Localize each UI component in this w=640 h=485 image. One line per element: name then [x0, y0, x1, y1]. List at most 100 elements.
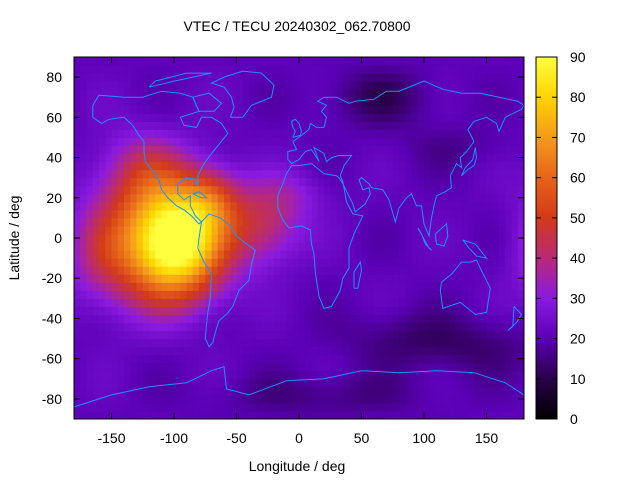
heatmap-cell: [242, 258, 250, 267]
heatmap-cell: [199, 314, 206, 324]
heatmap-cell: [174, 137, 181, 147]
heatmap-cell: [105, 266, 113, 275]
y-tick-label: -40: [42, 310, 62, 326]
heatmap-cell: [442, 330, 450, 340]
heatmap-cell: [74, 177, 81, 187]
heatmap-cell: [236, 370, 244, 380]
heatmap-cell: [355, 89, 363, 98]
heatmap-cell: [330, 73, 338, 82]
heatmap-cell: [149, 201, 156, 211]
heatmap-cell: [136, 298, 144, 307]
heatmap-cell: [117, 129, 125, 139]
heatmap-cell: [292, 129, 300, 139]
heatmap-cell: [392, 217, 400, 227]
heatmap-cell: [317, 201, 325, 211]
heatmap-cell: [461, 250, 469, 259]
heatmap-cell: [230, 298, 238, 307]
heatmap-cell: [461, 338, 469, 348]
heatmap-cell: [80, 201, 88, 211]
heatmap-cell: [467, 209, 475, 219]
heatmap-cell: [167, 250, 175, 259]
heatmap-cell: [480, 153, 488, 163]
heatmap-cell: [136, 225, 144, 235]
coastline-australia: [439, 259, 491, 315]
heatmap-cell: [486, 89, 494, 98]
heatmap-cell: [417, 330, 425, 340]
heatmap-cell: [224, 217, 231, 227]
heatmap-cell: [392, 145, 400, 155]
heatmap-cell: [255, 250, 263, 259]
heatmap-cell: [336, 177, 344, 187]
heatmap-cell: [292, 113, 300, 122]
heatmap-cell: [280, 394, 288, 404]
heatmap-cell: [186, 242, 194, 251]
heatmap-cell: [249, 225, 256, 235]
coastline-japan: [461, 147, 478, 177]
heatmap-cell: [186, 161, 194, 171]
heatmap-cell: [349, 314, 356, 324]
heatmap-cell: [167, 217, 175, 227]
heatmap-cell: [111, 97, 119, 106]
heatmap-cell: [111, 274, 119, 283]
heatmap-cell: [355, 105, 363, 114]
heatmap-cell: [499, 410, 506, 419]
heatmap-cell: [305, 354, 313, 364]
heatmap-cell: [111, 73, 119, 82]
heatmap-cell: [111, 298, 119, 307]
heatmap-cell: [374, 282, 381, 291]
heatmap-cell: [405, 89, 413, 98]
heatmap-cell: [261, 121, 269, 130]
heatmap-cell: [355, 258, 363, 267]
heatmap-cell: [330, 378, 338, 388]
heatmap-cell: [74, 169, 81, 179]
heatmap-cell: [286, 169, 294, 179]
heatmap-cell: [324, 105, 331, 114]
heatmap-cell: [492, 338, 500, 348]
heatmap-cell: [280, 169, 288, 179]
heatmap-cell: [361, 402, 369, 412]
heatmap-cell: [367, 81, 375, 90]
heatmap-cell: [192, 338, 200, 348]
heatmap-cell: [355, 129, 363, 139]
heatmap-cell: [242, 65, 250, 74]
heatmap-cell: [130, 81, 138, 90]
heatmap-cell: [324, 386, 331, 396]
heatmap-cell: [261, 370, 269, 380]
heatmap-cell: [386, 137, 394, 147]
heatmap-cell: [167, 338, 175, 348]
heatmap-cell: [355, 378, 363, 388]
heatmap-cell: [317, 410, 325, 419]
heatmap-cell: [117, 322, 125, 332]
heatmap-cell: [392, 177, 400, 187]
heatmap-cell: [386, 57, 394, 66]
heatmap-cell: [261, 330, 269, 340]
heatmap-cell: [442, 225, 450, 235]
heatmap-cell: [117, 266, 125, 275]
heatmap-cell: [330, 89, 338, 98]
heatmap-cell: [430, 225, 438, 235]
heatmap-cell: [92, 362, 100, 372]
heatmap-cell: [411, 209, 419, 219]
heatmap-cell: [211, 217, 219, 227]
heatmap-cell: [117, 402, 125, 412]
heatmap-cell: [174, 330, 181, 340]
heatmap-cell: [405, 153, 413, 163]
heatmap-cell: [211, 129, 219, 139]
heatmap-cell: [399, 161, 406, 171]
heatmap-cell: [392, 97, 400, 106]
heatmap-cell: [180, 330, 188, 340]
heatmap-cell: [336, 322, 344, 332]
heatmap-cell: [261, 153, 269, 163]
heatmap-cell: [86, 394, 94, 404]
heatmap-cell: [255, 338, 263, 348]
heatmap-cell: [186, 185, 194, 195]
heatmap-cell: [80, 266, 88, 275]
heatmap-cell: [449, 145, 456, 155]
heatmap-cell: [80, 394, 88, 404]
heatmap-cell: [374, 410, 381, 419]
heatmap-cell: [305, 290, 313, 299]
heatmap-cell: [467, 330, 475, 340]
heatmap-cell: [436, 113, 444, 122]
heatmap-cell: [92, 386, 100, 396]
heatmap-cell: [192, 346, 200, 356]
